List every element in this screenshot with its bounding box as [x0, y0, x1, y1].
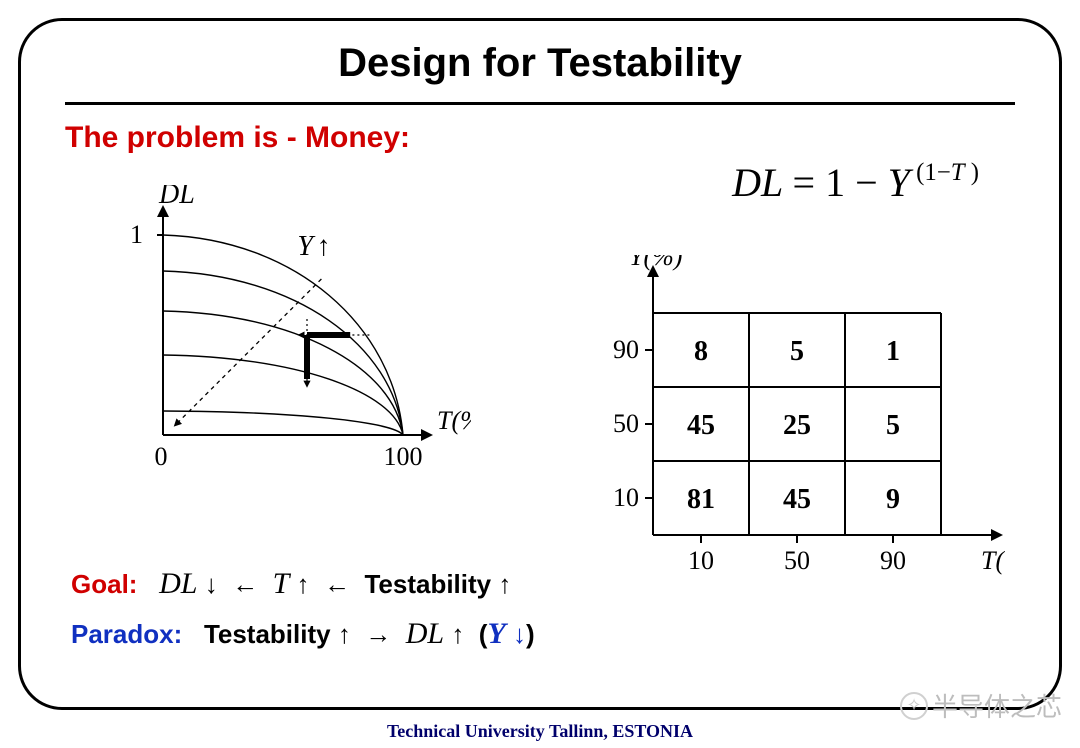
paradox-label: Paradox:: [71, 619, 182, 649]
svg-text:45: 45: [687, 410, 715, 441]
svg-text:81: 81: [687, 484, 715, 515]
svg-text:10: 10: [688, 546, 714, 575]
dl-vs-t-chart: 1 0 100 DL T(%) Y↑: [91, 185, 471, 485]
svg-text:0: 0: [155, 442, 168, 471]
goal-label: Goal:: [71, 569, 137, 599]
svg-text:Y(%): Y(%): [629, 255, 682, 271]
svg-text:5: 5: [886, 410, 900, 441]
svg-text:T(%): T(%): [981, 546, 1005, 575]
svg-text:DL: DL: [158, 185, 195, 210]
svg-text:T(%): T(%): [437, 406, 471, 435]
svg-text:25: 25: [783, 410, 811, 441]
svg-text:50: 50: [613, 409, 639, 438]
svg-text:90: 90: [880, 546, 906, 575]
slide-frame: Design for Testability The problem is - …: [18, 18, 1062, 710]
paradox-statement: Paradox: Testability ↑ → DL ↑ (Y ↓): [71, 617, 535, 651]
svg-text:50: 50: [784, 546, 810, 575]
defect-level-table: 90 50 10 10 50 90 Y(%) T(%) 8 5 1 45 25 5 81 45 9: [565, 255, 1005, 615]
footer-text: Technical University Tallinn, ESTONIA: [0, 721, 1080, 742]
svg-text:100: 100: [384, 442, 423, 471]
svg-text:10: 10: [613, 483, 639, 512]
paradox-testability: Testability: [204, 619, 331, 649]
svg-text:45: 45: [783, 484, 811, 515]
svg-text:Y: Y: [297, 231, 316, 262]
slide-subtitle: The problem is - Money:: [65, 121, 1019, 155]
goal-statement: Goal: DL ↓ ← T ↑ ← Testability ↑: [71, 567, 511, 601]
svg-text:↑: ↑: [317, 231, 331, 262]
svg-text:8: 8: [694, 336, 708, 367]
svg-text:9: 9: [886, 484, 900, 515]
svg-text:1: 1: [886, 336, 900, 367]
defect-level-formula: DL = 1 − Y (1−T ): [732, 159, 979, 206]
goal-testability: Testability: [364, 569, 491, 599]
svg-text:5: 5: [790, 336, 804, 367]
slide-title: Design for Testability: [61, 41, 1019, 94]
title-rule: [65, 102, 1015, 105]
svg-text:90: 90: [613, 335, 639, 364]
content-area: DL = 1 − Y (1−T ) 10100DLT(%)Y↑ 90501010…: [61, 161, 1019, 681]
formula-lhs: DL: [732, 160, 782, 205]
svg-text:1: 1: [130, 220, 143, 249]
